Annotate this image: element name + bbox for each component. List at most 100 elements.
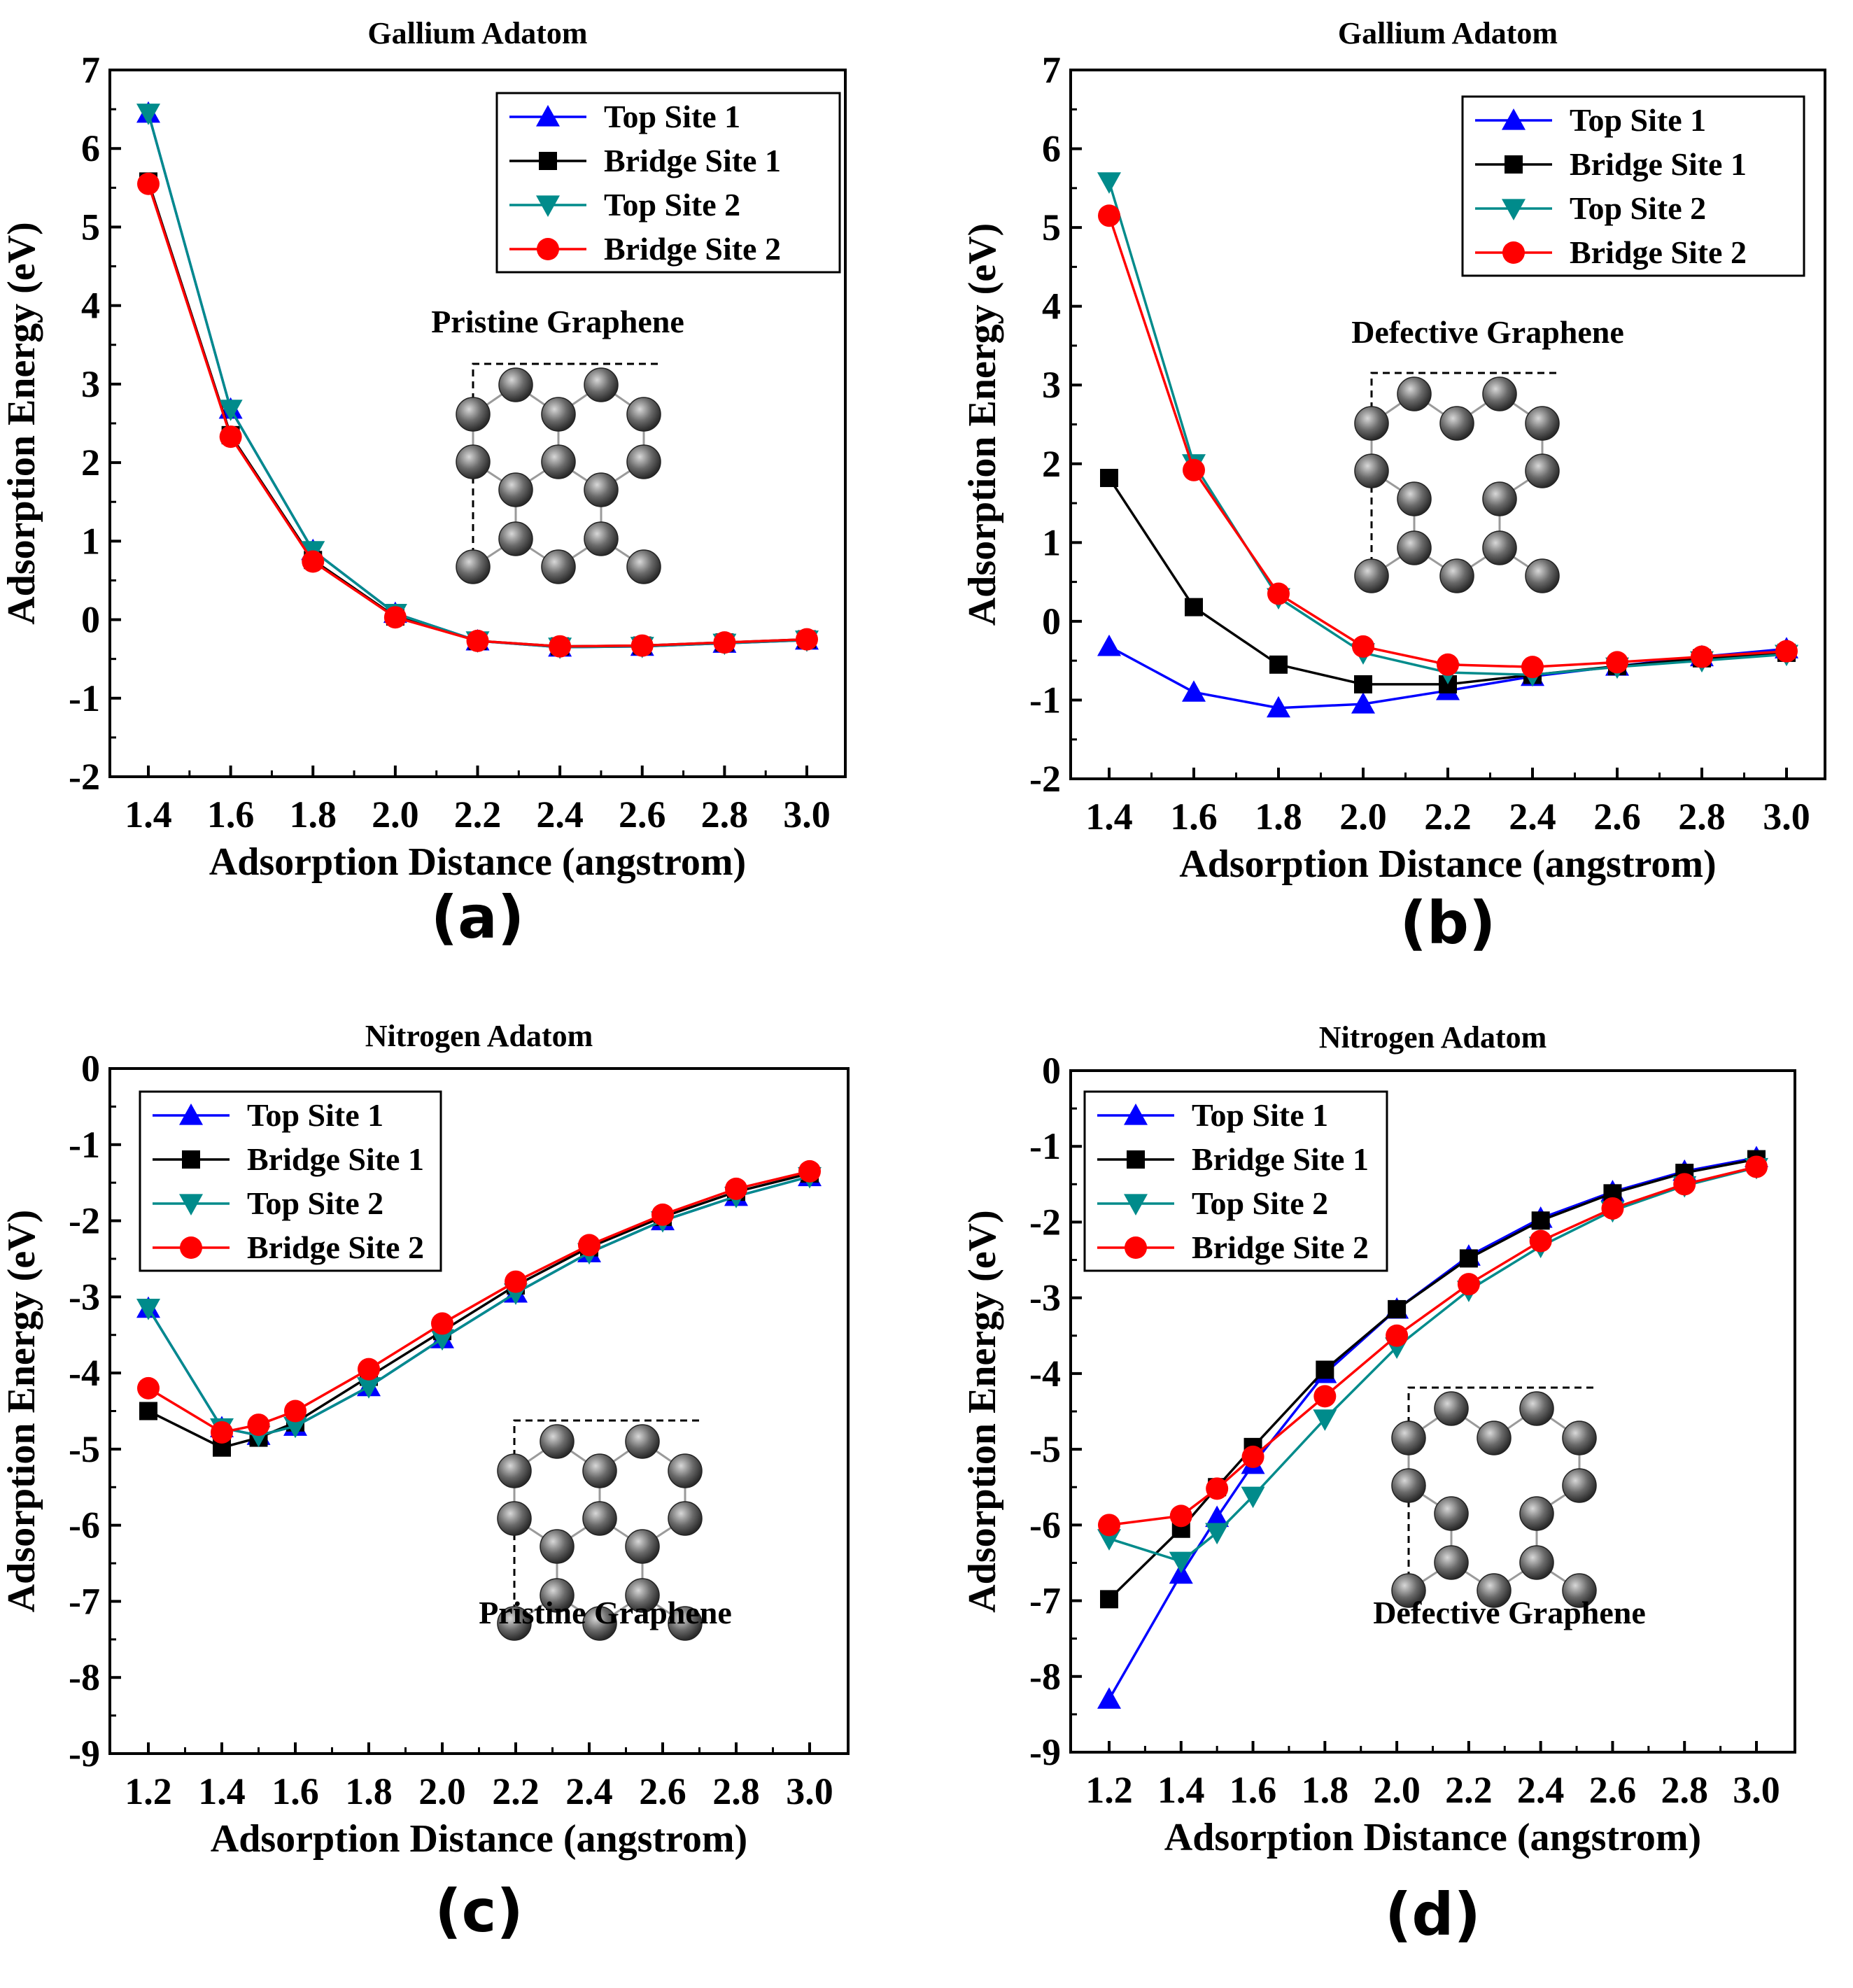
carbon-atom xyxy=(1519,1391,1554,1426)
y-tick-label: -2 xyxy=(1029,1201,1061,1243)
legend-label: Top Site 1 xyxy=(247,1097,383,1133)
chart-title: Gallium Adatom xyxy=(367,16,587,50)
carbon-atom xyxy=(1439,406,1474,441)
x-tick-label: 3.0 xyxy=(786,1770,833,1812)
x-tick-label: 2.4 xyxy=(536,794,584,836)
data-point xyxy=(1316,1360,1334,1379)
carbon-atom xyxy=(540,1529,575,1564)
data-point xyxy=(630,634,654,657)
carbon-atom xyxy=(541,444,576,479)
data-point xyxy=(136,104,160,125)
carbon-atom xyxy=(1519,1545,1554,1580)
structure-annotation: Defective Graphene xyxy=(1373,1595,1646,1630)
x-tick-label: 2.2 xyxy=(492,1770,540,1812)
carbon-atom xyxy=(1439,558,1474,593)
data-point xyxy=(247,1414,270,1437)
legend-marker xyxy=(180,1236,202,1259)
legend-label: Bridge Site 2 xyxy=(604,231,781,267)
y-tick-label: 0 xyxy=(1042,1050,1061,1092)
legend-label: Bridge Site 1 xyxy=(247,1141,424,1177)
data-point xyxy=(1388,1299,1407,1318)
legend-label: Top Site 2 xyxy=(1570,190,1706,226)
legend-marker xyxy=(179,1104,203,1125)
x-tick-label: 2.8 xyxy=(701,794,749,836)
data-point xyxy=(1313,1385,1337,1408)
data-point xyxy=(466,629,489,652)
cell-boundary xyxy=(1407,1386,1597,1591)
data-point xyxy=(1269,655,1288,674)
y-tick-label: -1 xyxy=(1029,1125,1061,1167)
y-tick-label: 2 xyxy=(81,442,100,484)
data-point xyxy=(283,1416,307,1439)
data-point xyxy=(1205,1523,1230,1545)
carbon-atom xyxy=(1477,1573,1512,1608)
legend: Top Site 1 Bridge Site 1 Top Site 2 Bridge … xyxy=(1083,1090,1388,1272)
carbon-atom xyxy=(1482,376,1517,411)
series-bridge-site-2 xyxy=(137,1159,821,1444)
data-point xyxy=(1351,692,1375,714)
x-axis-label: Adsorption Distance (angstrom) xyxy=(1164,1816,1701,1859)
data-point xyxy=(358,1358,380,1381)
y-tick-label: -6 xyxy=(1029,1504,1061,1546)
y-tick-label: -9 xyxy=(69,1733,100,1775)
chart-title: Nitrogen Adatom xyxy=(365,1019,593,1053)
chart-title: Gallium Adatom xyxy=(1338,16,1558,50)
data-point xyxy=(1097,172,1121,194)
legend-label: Top Site 1 xyxy=(1192,1097,1328,1133)
x-tick-label: 1.4 xyxy=(1157,1769,1205,1811)
panel-label: (d) xyxy=(1385,1880,1481,1949)
chart-panel-b: Gallium Adatom -2 -1 0 1 2 3 4 5 6 7 1.4 1.6 1.8 2.0 2.… xyxy=(961,16,1826,957)
legend-marker xyxy=(1125,1236,1147,1259)
data-point xyxy=(578,1234,600,1257)
carbon-atom xyxy=(1397,376,1432,411)
x-axis-label: Adsorption Distance (angstrom) xyxy=(209,840,746,884)
y-tick-label: -2 xyxy=(69,756,100,798)
carbon-atom xyxy=(626,444,661,479)
y-tick-label: 3 xyxy=(1042,364,1061,406)
x-tick-label: 2.2 xyxy=(1445,1769,1493,1811)
data-point xyxy=(357,1377,381,1399)
carbon-atom xyxy=(497,1606,532,1641)
data-point xyxy=(1601,1197,1624,1220)
x-tick-label: 2.6 xyxy=(639,1770,686,1812)
series-line xyxy=(1108,215,1787,668)
structure-annotation: Pristine Graphene xyxy=(479,1595,732,1630)
y-axis-label: Adsorption Energy (eV) xyxy=(0,1210,43,1613)
x-tick-label: 1.4 xyxy=(1085,796,1133,838)
x-tick-label: 2.8 xyxy=(1678,796,1726,838)
x-tick-label: 2.0 xyxy=(1373,1769,1421,1811)
y-tick-label: 3 xyxy=(81,363,100,405)
y-tick-label: -3 xyxy=(69,1276,100,1318)
y-tick-label: -1 xyxy=(69,1124,100,1166)
data-point xyxy=(139,1402,157,1420)
data-point xyxy=(549,635,572,658)
legend-label: Bridge Site 1 xyxy=(604,143,781,178)
x-tick-label: 2.8 xyxy=(1661,1769,1708,1811)
x-tick-label: 2.2 xyxy=(1424,796,1472,838)
y-tick-label: -1 xyxy=(1029,679,1061,721)
carbon-atom xyxy=(456,444,491,479)
x-tick-label: 1.6 xyxy=(272,1770,319,1812)
x-tick-label: 1.8 xyxy=(290,794,337,836)
x-tick-label: 2.0 xyxy=(372,794,419,836)
legend-marker xyxy=(536,195,560,217)
legend-label: Bridge Site 2 xyxy=(1570,234,1747,270)
data-point xyxy=(1169,1551,1193,1574)
carbon-atom xyxy=(540,1578,575,1613)
x-tick-label: 2.4 xyxy=(565,1770,613,1812)
legend-marker xyxy=(1502,241,1525,264)
data-point xyxy=(1457,1273,1480,1296)
legend-marker xyxy=(1502,199,1526,220)
carbon-atom xyxy=(1354,453,1389,488)
data-point xyxy=(137,172,160,195)
legend-label: Top Site 1 xyxy=(1570,102,1706,138)
y-tick-label: 6 xyxy=(81,127,100,169)
y-tick-label: -3 xyxy=(1029,1277,1061,1319)
x-tick-label: 1.8 xyxy=(345,1770,393,1812)
data-point xyxy=(505,1270,527,1293)
carbon-atom xyxy=(1482,530,1517,565)
series-bridge-site-2 xyxy=(1098,1155,1768,1537)
carbon-atom xyxy=(1434,1496,1469,1531)
legend-marker xyxy=(1124,1104,1148,1125)
x-tick-label: 2.6 xyxy=(1593,796,1641,838)
